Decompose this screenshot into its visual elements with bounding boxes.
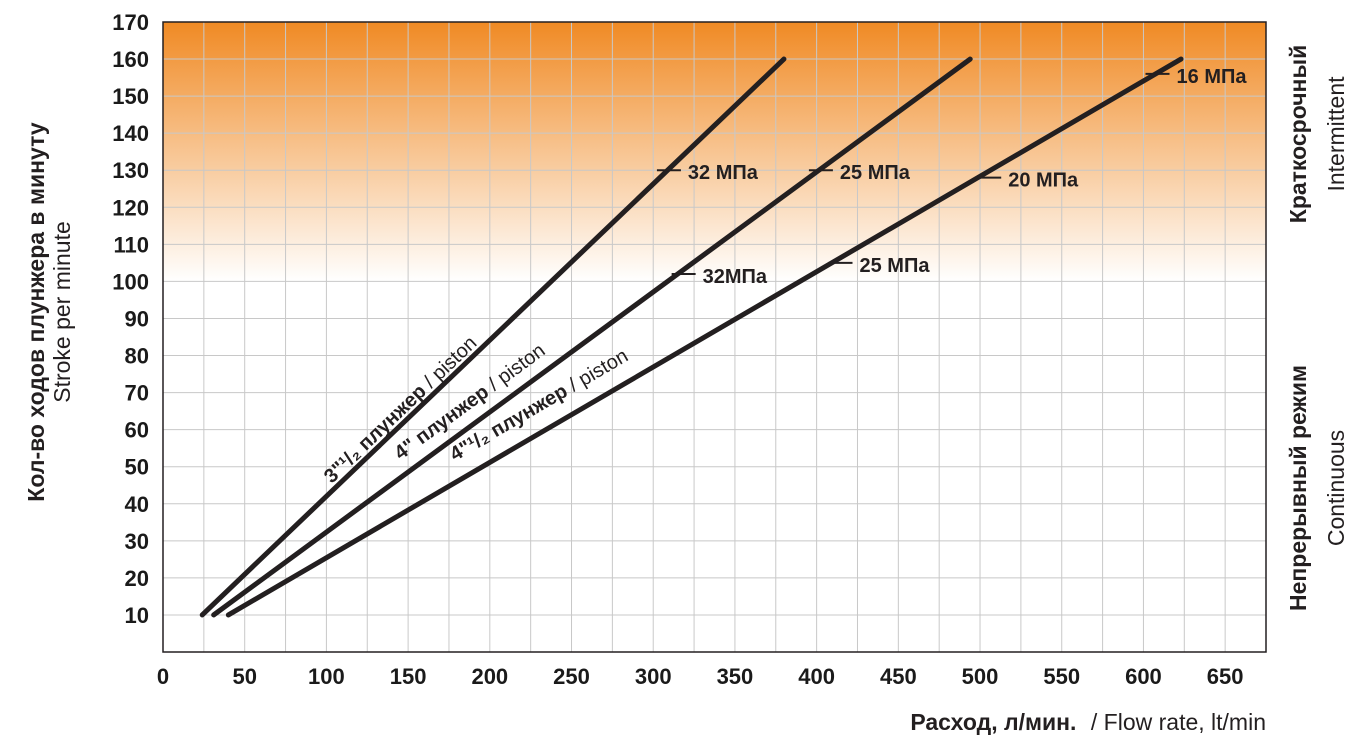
y-tick-label: 10 xyxy=(125,603,149,628)
y-tick-label: 70 xyxy=(125,381,149,406)
series-line-3 xyxy=(225,56,1184,618)
intermittent-label-en: Intermittent xyxy=(1323,76,1349,192)
pressure-label: 25 МПа xyxy=(860,255,931,277)
intermittent-zone xyxy=(163,22,1266,282)
y-tick-label: 130 xyxy=(112,158,149,183)
pressure-label: 16 МПа xyxy=(1177,66,1248,88)
grid xyxy=(163,21,1266,652)
y-tick-label: 80 xyxy=(125,344,149,369)
y-tick-label: 150 xyxy=(112,84,149,109)
x-tick-label: 200 xyxy=(471,664,508,689)
x-tick-label: 0 xyxy=(157,664,169,689)
x-tick-label: 50 xyxy=(232,664,256,689)
pressure-label: 25 МПа xyxy=(840,162,911,184)
continuous-label-ru: Непрерывный режим xyxy=(1285,365,1311,611)
series-line-1 xyxy=(199,56,787,618)
y-tick-label: 20 xyxy=(125,566,149,591)
x-tick-label: 400 xyxy=(798,664,835,689)
pressure-label: 32 МПа xyxy=(688,162,759,184)
x-tick-label: 650 xyxy=(1207,664,1244,689)
y-tick-label: 40 xyxy=(125,492,149,517)
intermittent-label-ru: Краткосрочный xyxy=(1285,45,1311,223)
y-tick-label: 30 xyxy=(125,529,149,554)
y-axis-title-ru: Кол-во ходов плунжера в минуту xyxy=(23,122,49,502)
x-tick-label: 150 xyxy=(390,664,427,689)
continuous-label-en: Continuous xyxy=(1323,430,1349,546)
x-tick-label: 550 xyxy=(1043,664,1080,689)
pressure-label: 32МПа xyxy=(703,266,768,288)
y-tick-label: 170 xyxy=(112,10,149,35)
y-axis-title-en: Stroke per minute xyxy=(49,221,75,403)
x-tick-label: 450 xyxy=(880,664,917,689)
axis-ticks: 10 20 30 40 50 60 70 80 90 100 110 120 130 140 150 160 1… xyxy=(112,10,1243,689)
annotations: 32 МПа 32МПа 25 МПа 25 МПа 20 МПа 16 МПа xyxy=(656,66,1248,288)
x-tick-label: 250 xyxy=(553,664,590,689)
x-axis-title-ru: Расход, л/мин. xyxy=(910,709,1076,735)
y-tick-label: 100 xyxy=(112,269,149,294)
pressure-label: 20 МПа xyxy=(1008,170,1079,192)
x-tick-label: 300 xyxy=(635,664,672,689)
y-tick-label: 160 xyxy=(112,47,149,72)
x-tick-label: 500 xyxy=(962,664,999,689)
y-tick-label: 60 xyxy=(125,418,149,443)
y-tick-label: 120 xyxy=(112,195,149,220)
x-tick-label: 600 xyxy=(1125,664,1162,689)
x-axis-title-en: / Flow rate, lt/min xyxy=(1091,709,1266,735)
y-tick-label: 90 xyxy=(125,306,149,331)
series-line-2 xyxy=(211,56,973,618)
x-tick-label: 350 xyxy=(717,664,754,689)
y-tick-label: 140 xyxy=(112,121,149,146)
y-tick-label: 50 xyxy=(125,455,149,480)
plot-border xyxy=(162,21,1267,653)
x-tick-label: 100 xyxy=(308,664,345,689)
x-axis-title: Расход, л/мин. / Flow rate, lt/min xyxy=(910,709,1266,735)
y-tick-label: 110 xyxy=(114,232,150,257)
